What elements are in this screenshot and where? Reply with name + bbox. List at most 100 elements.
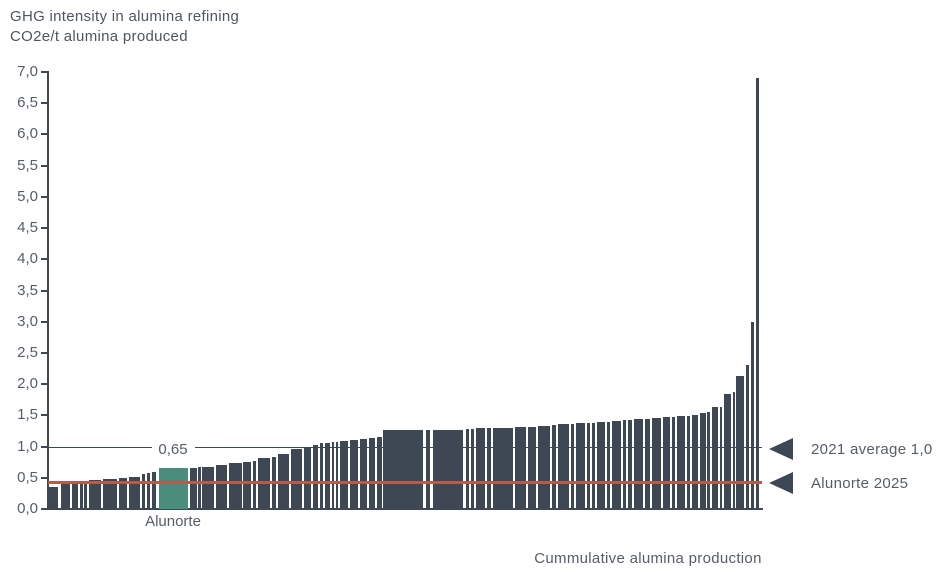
bar — [736, 376, 744, 509]
bar — [147, 472, 150, 509]
y-tick-mark — [41, 289, 48, 292]
y-tick-label: 6,0 — [17, 125, 38, 143]
bar — [320, 443, 323, 509]
x-axis-line — [47, 508, 763, 510]
bar — [707, 412, 710, 509]
bar — [152, 471, 156, 509]
bar — [80, 481, 83, 509]
y-tick-label: 1,0 — [17, 437, 38, 455]
bar — [291, 449, 302, 509]
bar — [672, 417, 675, 509]
bar — [340, 440, 348, 509]
bar — [677, 415, 685, 509]
bar — [571, 424, 574, 509]
y-tick-label: 6,5 — [17, 94, 38, 112]
bar — [592, 422, 595, 509]
bar — [377, 436, 382, 509]
bar — [243, 462, 251, 509]
bar — [332, 442, 334, 509]
bar — [129, 476, 140, 509]
bar — [607, 421, 610, 509]
average-2021-line — [195, 446, 762, 449]
bar — [663, 417, 670, 509]
y-tick-mark — [41, 102, 48, 105]
bar — [471, 429, 474, 509]
y-tick-label: 4,0 — [17, 250, 38, 268]
bar — [756, 78, 759, 509]
y-tick-mark — [41, 383, 48, 386]
bar — [493, 427, 513, 509]
bar — [597, 421, 605, 509]
bar — [433, 429, 463, 509]
y-tick-label: 0,5 — [17, 468, 38, 486]
bar — [466, 429, 469, 509]
y-axis-line — [47, 71, 49, 510]
bar — [487, 428, 491, 509]
y-tick-mark — [41, 71, 48, 73]
bar — [628, 420, 632, 509]
bar — [119, 478, 127, 509]
y-tick-mark — [41, 351, 48, 354]
bar — [692, 415, 698, 509]
average-2021-line — [48, 446, 152, 449]
bar — [558, 424, 569, 509]
bar — [72, 482, 78, 509]
bar — [576, 423, 585, 509]
bar — [49, 486, 58, 509]
bar — [528, 426, 536, 509]
bar — [89, 480, 101, 509]
bar — [426, 430, 430, 509]
y-tick-label: 1,5 — [17, 406, 38, 424]
y-tick-label: 2,0 — [17, 375, 38, 393]
bar — [687, 415, 690, 509]
bar — [515, 427, 526, 509]
y-tick-mark — [41, 164, 48, 167]
alunorte-2025-arrow-icon — [769, 472, 793, 494]
y-tick-label: 3,5 — [17, 281, 38, 299]
bar — [360, 439, 367, 509]
chart-title: GHG intensity in alumina refining — [10, 8, 240, 25]
bar — [751, 321, 754, 509]
bar — [253, 460, 256, 509]
y-tick-label: 2,5 — [17, 343, 38, 361]
y-tick-mark — [41, 445, 48, 448]
bar — [476, 428, 485, 509]
average-annotation: 2021 average 1,0 — [811, 441, 933, 458]
bar — [325, 442, 330, 509]
chart-subtitle: CO2e/t alumina produced — [10, 28, 188, 45]
bar — [258, 458, 270, 509]
alunorte-2025-line — [48, 480, 762, 484]
bar — [587, 422, 590, 509]
bar — [202, 466, 214, 509]
bar — [552, 425, 556, 509]
y-tick-mark — [41, 414, 48, 417]
y-tick-mark — [41, 476, 48, 479]
bar — [733, 392, 735, 509]
y-tick-label: 7,0 — [17, 63, 38, 80]
bar — [612, 420, 621, 509]
y-tick-mark — [41, 320, 48, 323]
alunorte-2025-annotation: Alunorte 2025 — [811, 475, 909, 492]
bar — [369, 438, 375, 509]
y-tick-label: 3,0 — [17, 312, 38, 330]
bar — [84, 480, 87, 509]
bar — [190, 467, 197, 509]
bar — [724, 393, 731, 509]
bar — [634, 419, 643, 509]
y-tick-mark — [41, 258, 48, 261]
bar — [142, 474, 145, 509]
y-tick-mark — [41, 508, 48, 510]
x-axis-label: Cummulative alumina production — [534, 550, 762, 567]
average-arrow-icon — [769, 438, 793, 460]
plot-area — [48, 72, 762, 509]
y-tick-label: 5,0 — [17, 187, 38, 205]
bar — [313, 444, 318, 509]
y-tick-mark — [41, 227, 48, 230]
alunorte-value-label: 0,65 — [158, 441, 188, 458]
bar — [350, 439, 358, 509]
bar — [652, 418, 661, 509]
bar — [712, 407, 718, 509]
bar — [720, 406, 722, 509]
bar — [383, 430, 423, 509]
